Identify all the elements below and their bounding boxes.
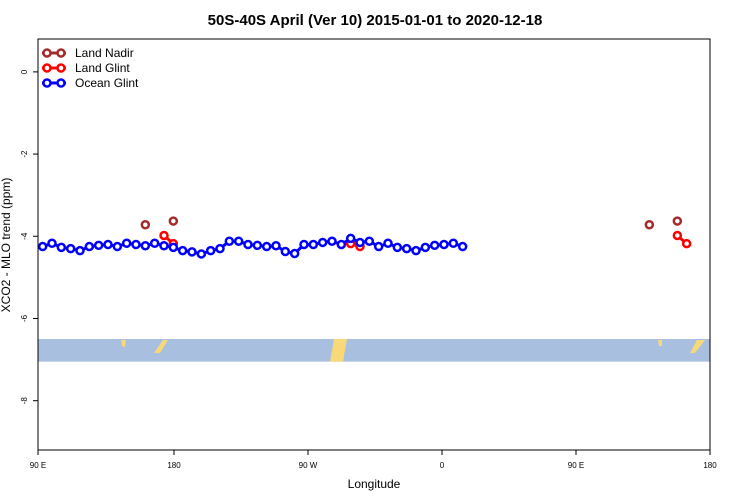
data-point <box>289 248 300 259</box>
data-point <box>224 236 235 246</box>
data-point <box>233 236 244 246</box>
legend-item: Land Glint <box>42 61 130 75</box>
data-point <box>65 243 76 254</box>
data-point <box>93 240 104 251</box>
data-point <box>420 242 431 253</box>
data-point <box>373 241 384 252</box>
data-point <box>159 230 169 241</box>
data-point <box>47 238 57 249</box>
data-point <box>336 239 347 250</box>
data-point <box>672 216 683 226</box>
land-area <box>690 340 705 354</box>
legend-marker <box>56 48 66 58</box>
x-tick-label: 180 <box>167 461 181 470</box>
data-point <box>177 245 188 256</box>
landmask-band <box>38 339 710 362</box>
data-point <box>112 241 123 252</box>
data-point <box>457 241 468 252</box>
data-point <box>429 240 440 251</box>
legend-label: Land Nadir <box>75 46 134 60</box>
land-area <box>154 340 168 354</box>
data-point <box>672 230 683 241</box>
series-layer <box>37 216 692 259</box>
data-point <box>345 233 356 244</box>
data-point <box>131 239 141 250</box>
series-0 <box>140 216 683 230</box>
data-point <box>205 245 216 256</box>
data-point <box>448 238 459 249</box>
data-point <box>196 249 207 259</box>
land-area <box>121 340 126 348</box>
legend-label: Land Glint <box>75 61 130 75</box>
data-point <box>439 239 449 250</box>
x-axis-label: Longitude <box>348 477 401 491</box>
data-point <box>215 243 225 254</box>
data-point <box>56 242 67 253</box>
y-tick-label: -2 <box>20 150 29 158</box>
data-point <box>355 237 365 248</box>
data-point <box>84 241 95 252</box>
data-point <box>383 238 393 249</box>
data-point <box>168 242 179 253</box>
data-point <box>299 239 309 250</box>
legend-item: Land Nadir <box>42 46 134 60</box>
chart-title: 50S-40S April (Ver 10) 2015-01-01 to 202… <box>208 12 543 29</box>
data-point <box>37 241 48 252</box>
legend-marker <box>42 78 52 88</box>
land-area <box>330 339 347 362</box>
data-point <box>681 238 692 249</box>
data-point <box>75 245 85 256</box>
data-point <box>271 240 281 251</box>
legend-label: Ocean Glint <box>75 76 139 90</box>
data-point <box>103 239 113 250</box>
x-axis: 90 E 180 90 W 0 90 E 180 <box>30 450 717 470</box>
legend-marker <box>56 63 66 73</box>
data-point <box>140 240 151 251</box>
data-point <box>280 246 291 257</box>
data-point <box>252 240 263 251</box>
x-tick-label: 180 <box>703 461 717 470</box>
series-2 <box>37 233 468 259</box>
data-point <box>392 242 403 253</box>
data-point <box>401 243 412 254</box>
x-tick-label: 90 E <box>568 461 584 470</box>
data-point <box>308 239 319 250</box>
legend-item: Ocean Glint <box>42 76 139 90</box>
y-axis: 0 -2 -4 -6 -8 <box>20 69 38 404</box>
legend-marker <box>42 48 52 58</box>
y-axis-label: XCO2 - MLO trend (ppm) <box>0 178 13 313</box>
y-tick-label: -8 <box>20 397 29 405</box>
data-point <box>411 245 421 256</box>
ocean-band <box>38 339 710 362</box>
legend-marker <box>42 63 52 73</box>
data-point <box>644 220 655 230</box>
data-point <box>159 240 169 251</box>
data-point <box>121 238 132 249</box>
y-tick-label: 0 <box>20 69 29 74</box>
plot-frame <box>37 38 711 451</box>
data-point <box>187 247 197 257</box>
x-tick-label: 90 W <box>299 461 318 470</box>
y-tick-label: -4 <box>20 232 29 240</box>
data-point <box>140 220 151 230</box>
data-point <box>327 236 337 246</box>
land-area <box>658 340 662 347</box>
data-point <box>149 238 160 249</box>
data-point <box>317 237 328 248</box>
x-tick-label: 0 <box>440 461 445 470</box>
legend-marker <box>56 78 66 88</box>
data-point <box>243 239 253 250</box>
y-tick-label: -6 <box>20 314 29 322</box>
data-point <box>168 216 179 226</box>
x-tick-label: 90 E <box>30 461 46 470</box>
data-point <box>261 241 272 252</box>
data-point <box>364 236 375 246</box>
